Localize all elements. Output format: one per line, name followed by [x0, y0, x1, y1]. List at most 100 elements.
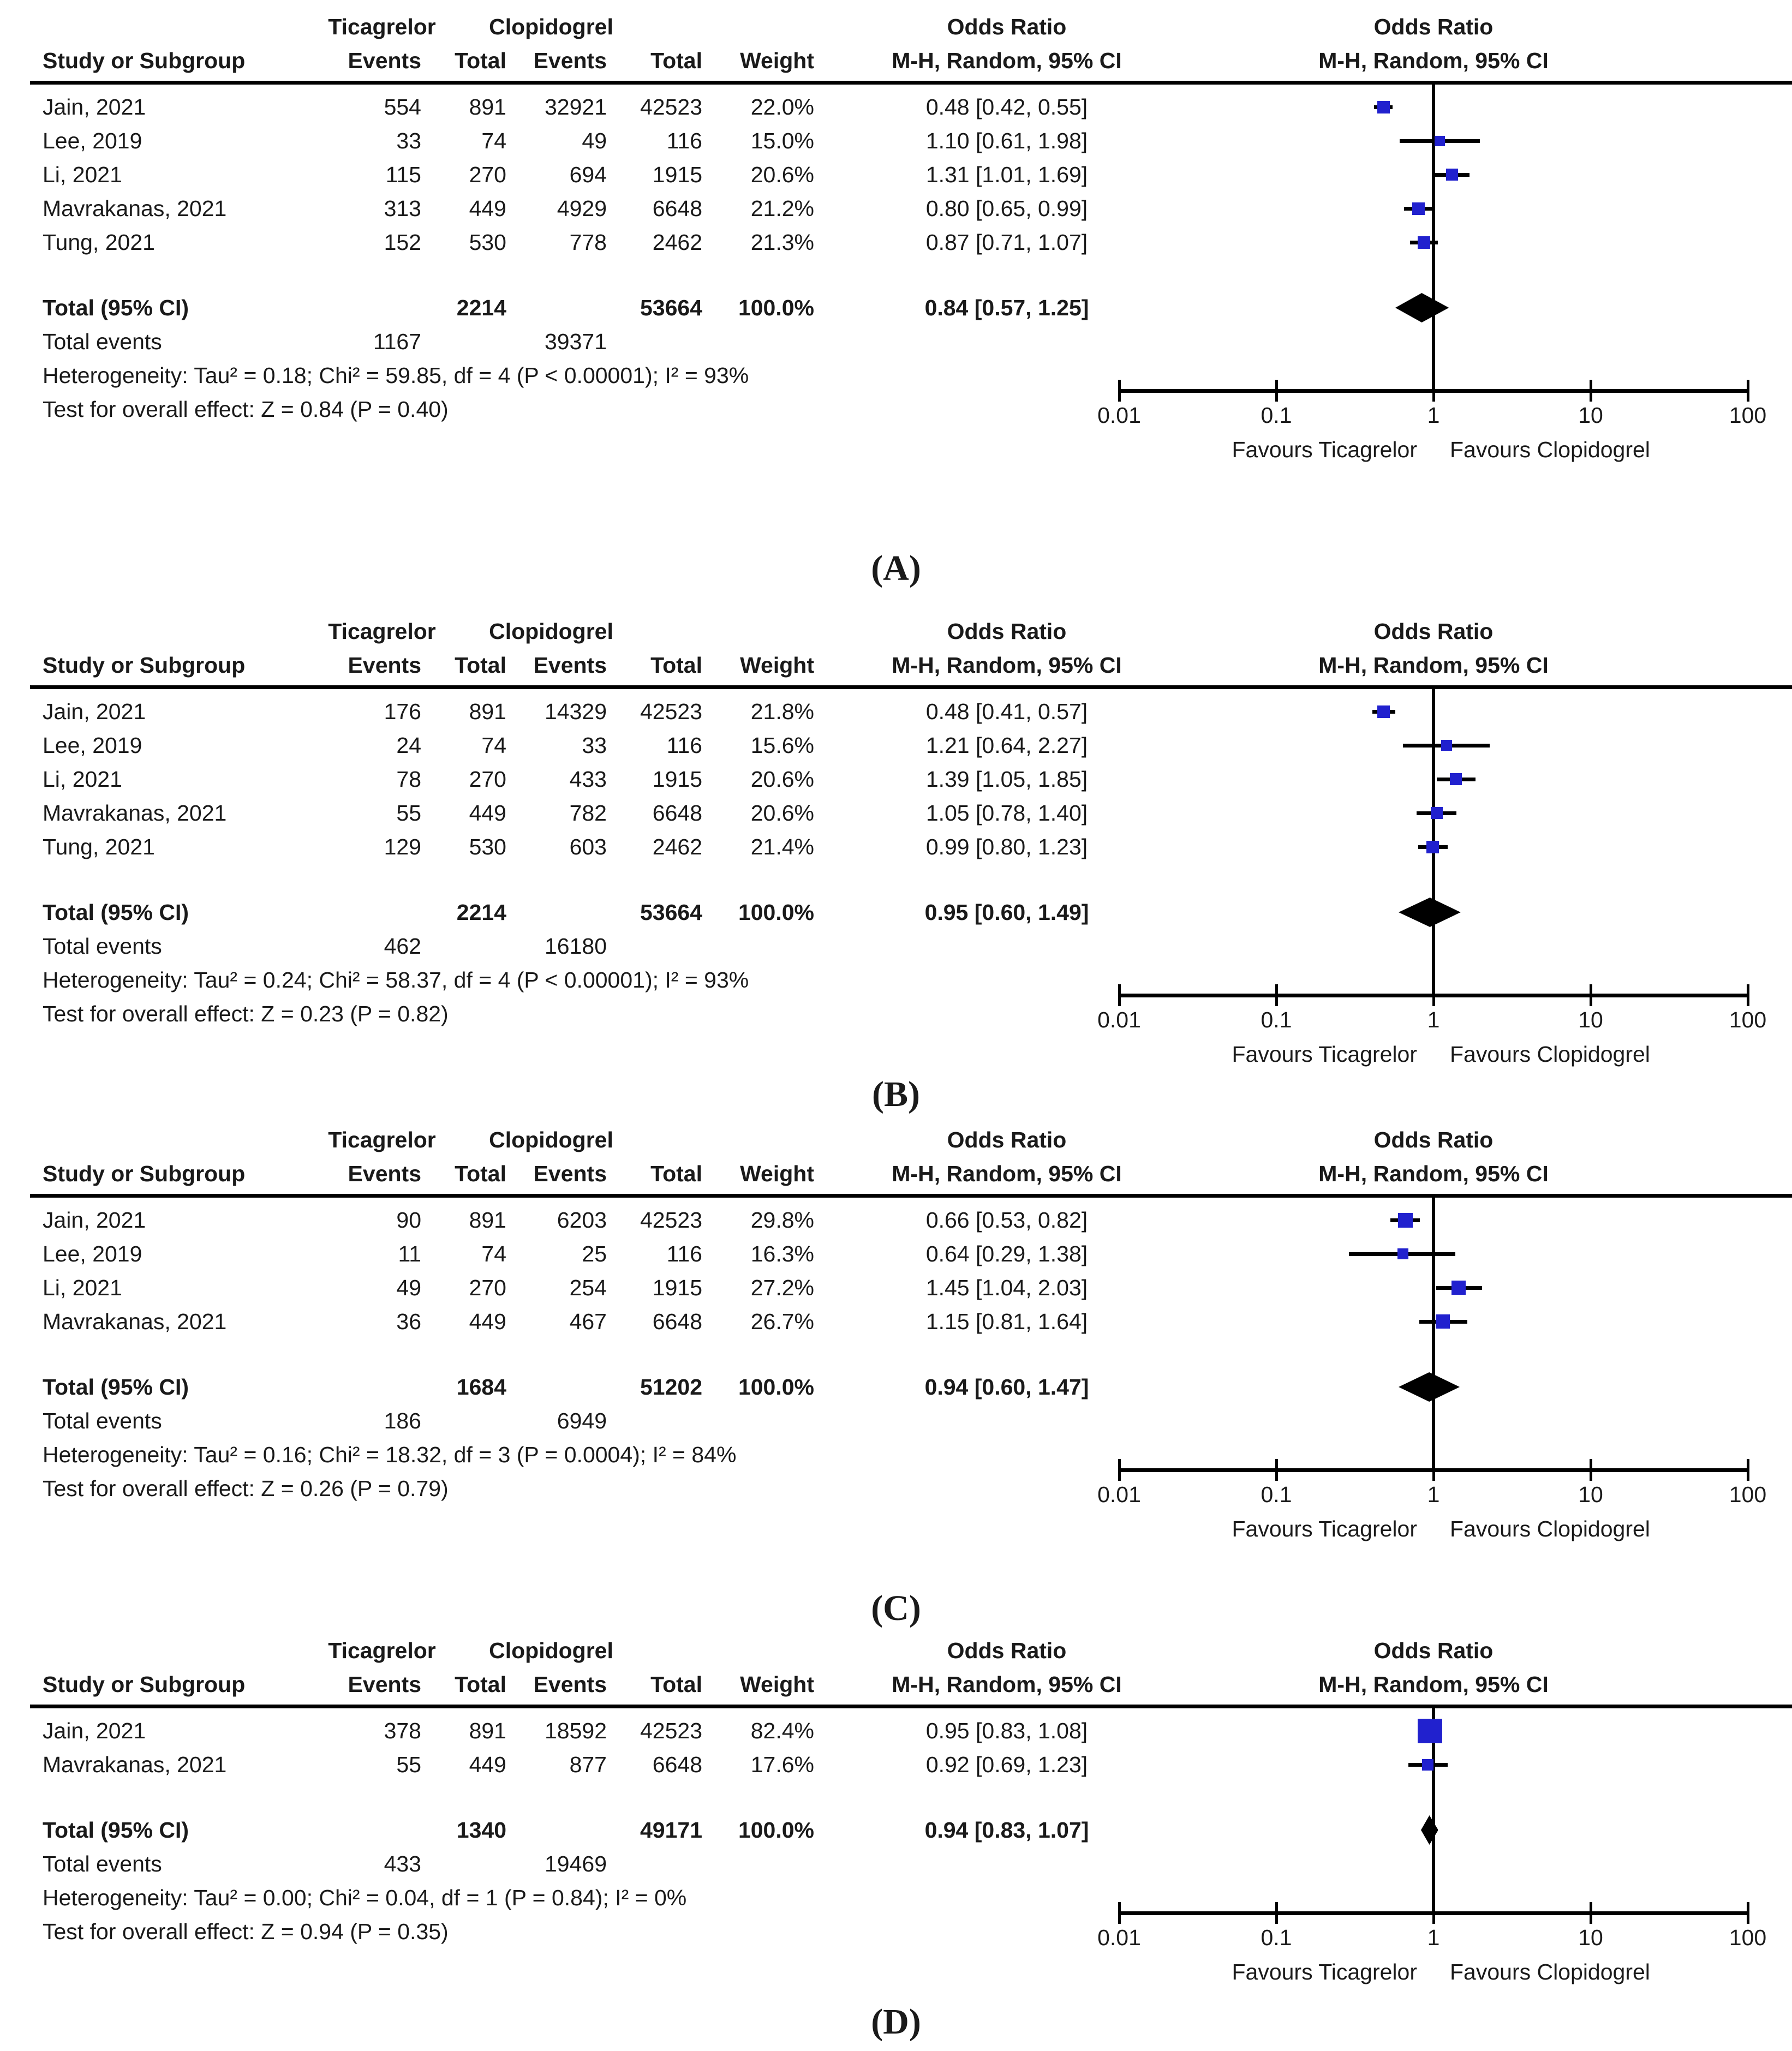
ticagrelor-events-value: 554	[384, 94, 421, 119]
study-weight-square	[1445, 169, 1458, 181]
ticagrelor-total-value: 74	[481, 733, 506, 758]
total-weight: 100.0%	[738, 295, 814, 320]
study-weight-square	[1441, 740, 1452, 751]
overall-effect-test: Test for overall effect: Z = 0.94 (P = 0…	[43, 1919, 449, 1944]
weight-value: 26.7%	[750, 1309, 814, 1334]
forest-plot-panel: Ticagrelor Clopidogrel Odds Ratio Odds R…	[0, 1627, 1792, 2051]
clopidogrel-total-header: Total	[650, 1672, 702, 1697]
weight-value: 21.2%	[750, 196, 814, 221]
study-name: Mavrakanas, 2021	[43, 196, 227, 221]
axis-tick-label: 0.01	[1097, 1925, 1141, 1950]
study-weight-square	[1451, 1281, 1466, 1295]
clopidogrel-total-value: 6648	[652, 1752, 702, 1777]
axis-tick-label: 10	[1578, 403, 1603, 428]
column-group-ticagrelor: Ticagrelor	[328, 1127, 436, 1152]
axis-tick-label: 1	[1427, 1482, 1440, 1507]
study-name: Lee, 2019	[43, 1241, 142, 1266]
ticagrelor-events-value: 152	[384, 230, 421, 255]
study-weight-square	[1426, 840, 1439, 853]
ticagrelor-total-value: 449	[469, 800, 506, 826]
axis-tick	[1275, 984, 1278, 1006]
clopidogrel-events-value: 694	[569, 162, 607, 187]
study-name: Li, 2021	[43, 767, 122, 792]
weight-value: 20.6%	[750, 162, 814, 187]
study-name: Li, 2021	[43, 1275, 122, 1300]
study-weight-square	[1418, 236, 1431, 249]
odds-ratio-plot-title: Odds Ratio	[1373, 14, 1494, 39]
column-group-clopidogrel: Clopidogrel	[489, 1638, 613, 1663]
ticagrelor-events-value: 90	[396, 1207, 421, 1233]
panel-letter-label: (B)	[872, 1074, 920, 1114]
axis-tick-label: 0.1	[1261, 1925, 1292, 1950]
odds-ratio-text: 0.92 [0.69, 1.23]	[925, 1752, 1088, 1777]
weight-value: 27.2%	[750, 1275, 814, 1300]
ticagrelor-total-value: 270	[469, 1275, 506, 1300]
total-events-ticagrelor: 1167	[373, 329, 421, 354]
ticagrelor-total-value: 449	[469, 196, 506, 221]
heterogeneity-stats: Heterogeneity: Tau² = 0.18; Chi² = 59.85…	[43, 363, 749, 388]
weight-column-header: Weight	[740, 48, 814, 73]
weight-column-header: Weight	[740, 1161, 814, 1186]
clopidogrel-events-value: 433	[569, 767, 607, 792]
axis-tick	[1118, 1902, 1121, 1924]
column-group-ticagrelor: Ticagrelor	[328, 14, 436, 39]
ticagrelor-total-value: 530	[469, 230, 506, 255]
summary-diamond-shape	[1395, 293, 1449, 322]
heterogeneity-stats: Heterogeneity: Tau² = 0.00; Chi² = 0.04,…	[43, 1885, 687, 1910]
total-events-clopidogrel: 39371	[544, 329, 607, 354]
study-column-header: Study or Subgroup	[43, 653, 246, 678]
axis-tick	[1118, 984, 1121, 1006]
clopidogrel-events-value: 33	[582, 733, 607, 758]
axis-tick	[1432, 1459, 1435, 1481]
study-weight-square	[1377, 100, 1390, 113]
summary-diamond	[1420, 1815, 1438, 1845]
clopidogrel-total-value: 116	[666, 1241, 702, 1266]
clopidogrel-total-header: Total	[650, 653, 702, 678]
total-row-label: Total (95% CI)	[43, 1374, 189, 1400]
weight-column-header: Weight	[740, 1672, 814, 1697]
ticagrelor-events-value: 55	[396, 1752, 421, 1777]
study-name: Lee, 2019	[43, 128, 142, 153]
ticagrelor-events-value: 24	[396, 733, 421, 758]
axis-tick-label: 0.01	[1097, 1007, 1141, 1032]
overall-effect-test: Test for overall effect: Z = 0.23 (P = 0…	[43, 1001, 449, 1026]
no-effect-line	[1432, 85, 1435, 391]
total-ticagrelor-n: 2214	[456, 900, 506, 925]
axis-tick-label: 100	[1729, 1925, 1767, 1950]
study-weight-square	[1450, 773, 1462, 785]
odds-ratio-text: 1.45 [1.04, 2.03]	[925, 1275, 1088, 1300]
study-weight-square	[1412, 202, 1425, 215]
forest-plot-panel: Ticagrelor Clopidogrel Odds Ratio Odds R…	[0, 3, 1792, 608]
odds-ratio-text: 0.87 [0.71, 1.07]	[925, 230, 1088, 255]
axis-tick	[1590, 984, 1592, 1006]
overall-effect-test: Test for overall effect: Z = 0.84 (P = 0…	[43, 397, 449, 422]
study-name: Jain, 2021	[43, 699, 146, 724]
header-divider-line	[30, 685, 1792, 689]
axis-tick	[1747, 984, 1749, 1006]
clopidogrel-events-value: 778	[569, 230, 607, 255]
total-row-label: Total (95% CI)	[43, 900, 189, 925]
total-clopidogrel-n: 51202	[640, 1374, 702, 1400]
odds-ratio-text: 1.15 [0.81, 1.64]	[925, 1309, 1088, 1334]
favours-ticagrelor-label: Favours Ticagrelor	[1232, 1516, 1417, 1541]
total-events-clopidogrel: 6949	[557, 1408, 607, 1433]
axis-tick-label: 1	[1427, 403, 1440, 428]
clopidogrel-events-header: Events	[533, 1161, 607, 1186]
summary-diamond-shape	[1399, 898, 1461, 927]
odds-ratio-text: 1.39 [1.05, 1.85]	[925, 767, 1088, 792]
column-group-clopidogrel: Clopidogrel	[489, 1127, 613, 1152]
study-weight-square	[1397, 1212, 1413, 1228]
ticagrelor-total-value: 449	[469, 1309, 506, 1334]
study-column-header: Study or Subgroup	[43, 48, 246, 73]
axis-tick	[1747, 380, 1749, 402]
ticagrelor-events-header: Events	[348, 48, 421, 73]
weight-value: 15.6%	[750, 733, 814, 758]
ticagrelor-events-value: 49	[396, 1275, 421, 1300]
study-weight-square	[1431, 807, 1443, 819]
total-clopidogrel-n: 53664	[640, 900, 702, 925]
axis-tick-label: 0.1	[1261, 1007, 1292, 1032]
column-group-clopidogrel: Clopidogrel	[489, 14, 613, 39]
odds-ratio-text: 0.80 [0.65, 0.99]	[925, 196, 1088, 221]
weight-value: 21.4%	[750, 834, 814, 859]
clopidogrel-events-value: 6203	[557, 1207, 607, 1233]
